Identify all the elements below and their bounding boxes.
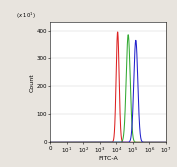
X-axis label: FITC-A: FITC-A [98,156,118,161]
Y-axis label: Count: Count [30,73,35,92]
Text: $(x\ 10^1)$: $(x\ 10^1)$ [16,11,35,21]
